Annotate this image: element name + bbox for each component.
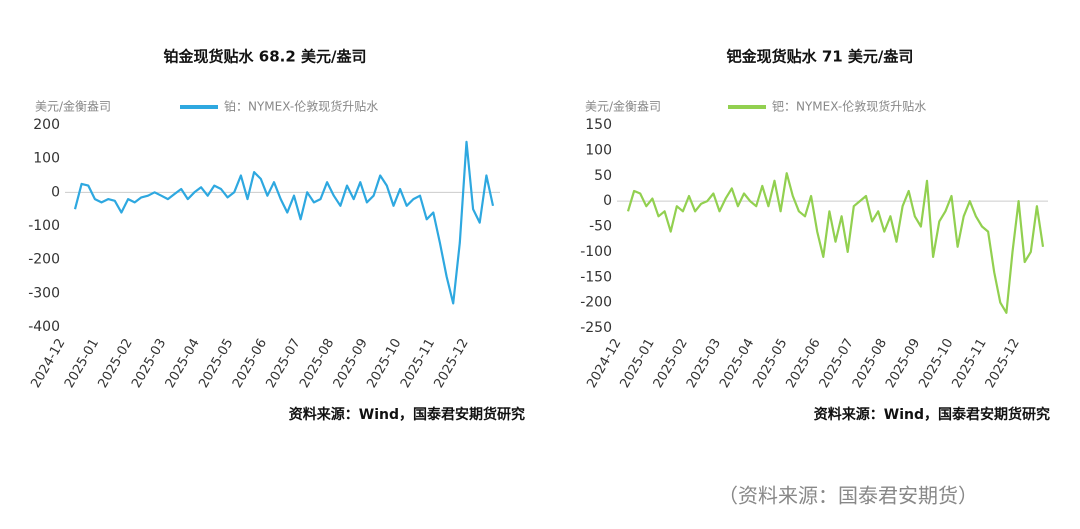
- y-tick-label: 0: [51, 184, 60, 200]
- y-tick-label: -400: [28, 319, 60, 335]
- chart-title: 铂金现货贴水 68.2 美元/盎司: [164, 48, 367, 66]
- legend-label: 钯：NYMEX-伦敦现货升贴水: [772, 99, 926, 114]
- source-note: 资料来源：Wind，国泰君安期货研究: [289, 406, 525, 423]
- y-tick-label: 100: [33, 151, 60, 167]
- y-tick-label: -100: [28, 218, 60, 234]
- y-tick-label: -250: [580, 320, 612, 336]
- y-tick-label: -200: [28, 252, 60, 268]
- y-axis-label: 美元/金衡盎司: [35, 99, 111, 114]
- y-axis-label: 美元/金衡盎司: [585, 99, 661, 114]
- chart-title: 钯金现货贴水 71 美元/盎司: [727, 48, 914, 66]
- y-tick-label: -50: [589, 219, 612, 235]
- y-tick-label: 150: [585, 117, 612, 133]
- footer: （资料来源：国泰君安期货）: [718, 484, 978, 508]
- line-series: [73, 140, 495, 305]
- legend-label: 铂：NYMEX-伦敦现货升贴水: [224, 99, 378, 114]
- y-tick-label: -200: [580, 295, 612, 311]
- y-tick-label: 200: [33, 117, 60, 133]
- y-tick-label: -150: [580, 269, 612, 285]
- line-series: [626, 172, 1045, 314]
- y-tick-label: -300: [28, 285, 60, 301]
- source-note: 资料来源：Wind，国泰君安期货研究: [814, 406, 1050, 423]
- y-tick-label: -100: [580, 244, 612, 260]
- y-tick-label: 50: [594, 168, 612, 184]
- y-tick-label: 0: [603, 193, 612, 209]
- y-tick-label: 100: [585, 142, 612, 158]
